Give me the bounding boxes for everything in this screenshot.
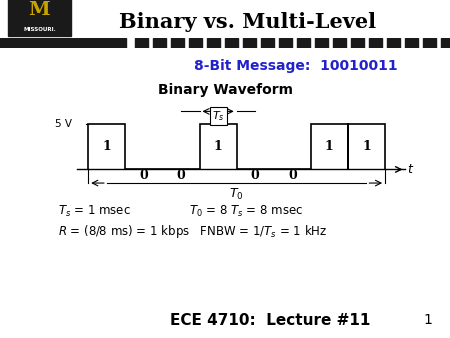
Bar [315, 38, 328, 48]
Text: 1: 1 [103, 140, 111, 153]
Bar [261, 38, 274, 48]
Bar [423, 38, 436, 48]
Text: $t$: $t$ [407, 163, 414, 176]
Text: ENGINEERING@MU: ENGINEERING@MU [32, 324, 99, 329]
Text: ECE 4710:  Lecture #11: ECE 4710: Lecture #11 [170, 313, 370, 328]
Text: 0: 0 [177, 169, 185, 182]
Text: M: M [28, 1, 50, 19]
Bar [297, 38, 310, 48]
Bar [405, 38, 418, 48]
Text: 1: 1 [423, 313, 432, 327]
Text: $T_0$: $T_0$ [230, 187, 244, 202]
Bar [369, 38, 382, 48]
Bar [153, 38, 166, 48]
Text: 0: 0 [140, 169, 148, 182]
Text: 0: 0 [251, 169, 260, 182]
Text: $T_s$ = 1 msec: $T_s$ = 1 msec [58, 204, 131, 219]
Text: $T_0$ = 8 $T_s$ = 8 msec: $T_0$ = 8 $T_s$ = 8 msec [189, 204, 303, 219]
Text: MISSOURI.: MISSOURI. [23, 27, 56, 32]
Text: $T_s$: $T_s$ [212, 109, 225, 123]
Text: 5 V: 5 V [54, 119, 72, 129]
Bar [0, 38, 126, 48]
Bar [225, 38, 238, 48]
Text: $R$ = (8/8 ms) = 1 kbps   FNBW = 1/$T_s$ = 1 kHz: $R$ = (8/8 ms) = 1 kbps FNBW = 1/$T_s$ =… [58, 223, 328, 240]
Text: 1: 1 [362, 140, 371, 153]
Bar [207, 38, 220, 48]
Bar [387, 38, 400, 48]
Bar [351, 38, 364, 48]
Bar [189, 38, 202, 48]
Bar [171, 38, 184, 48]
Text: 8-Bit Message:  10010011: 8-Bit Message: 10010011 [194, 59, 397, 73]
Bar [243, 38, 256, 48]
Bar [279, 38, 292, 48]
Text: Binary Waveform: Binary Waveform [158, 82, 292, 97]
Bar [333, 38, 346, 48]
Text: 1: 1 [325, 140, 334, 153]
Bar [441, 38, 450, 48]
Text: 0: 0 [288, 169, 297, 182]
Bar [135, 38, 148, 48]
Text: ELECTRICAL & COMPUTER: ELECTRICAL & COMPUTER [30, 314, 101, 318]
Text: 1: 1 [214, 140, 222, 153]
Text: Binary vs. Multi-Level: Binary vs. Multi-Level [119, 12, 376, 32]
